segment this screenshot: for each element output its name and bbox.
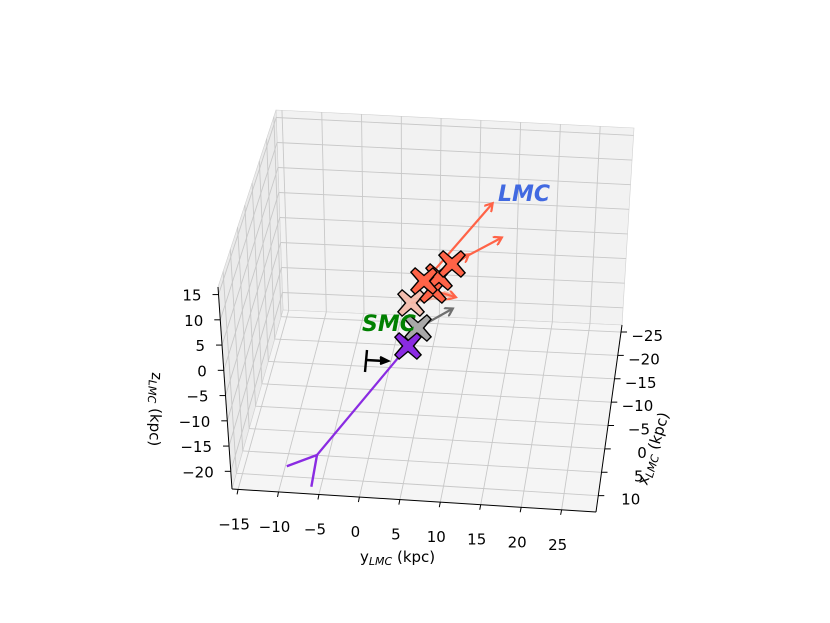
y-tick-mark [357, 496, 360, 503]
grid-line [221, 167, 279, 346]
grid-line [551, 124, 561, 322]
grid-line [219, 142, 278, 320]
grid-line [318, 313, 365, 495]
x-tick-label: −15 [625, 374, 657, 392]
grid-line [321, 112, 327, 312]
y-tick-mark [519, 507, 522, 513]
x-tick-label: 5 [634, 467, 644, 485]
y-tick-label: 25 [548, 536, 567, 554]
y-tick-label: 0 [351, 523, 361, 541]
x-tick-label: 10 [621, 491, 640, 509]
y-tick-label: 20 [508, 533, 527, 551]
grid-line [281, 316, 622, 333]
grid-line [280, 242, 627, 259]
cluster-marker-lmc-2 [437, 249, 467, 279]
z-axis-label: zLMC (kpc) [143, 372, 166, 447]
vector-purple [317, 345, 409, 455]
grid-line [480, 320, 516, 505]
grid-line [228, 267, 282, 447]
grid-line [281, 267, 625, 284]
grid-line [230, 292, 283, 472]
grid-line [225, 217, 281, 396]
axis-lines [217, 286, 623, 513]
cluster-markers [393, 249, 467, 361]
z-tick-label: 15 [182, 287, 201, 305]
grid-line [223, 192, 280, 371]
y-tick-label: −15 [218, 515, 250, 533]
grid-line [218, 117, 277, 295]
y-tick-mark [398, 499, 401, 505]
y-axis-label: yLMC (kpc) [360, 548, 435, 568]
grid-line [277, 167, 631, 186]
y-tick-mark [438, 502, 441, 508]
grid-line [399, 316, 440, 500]
y-tick-label: 5 [391, 526, 401, 544]
x-tick-label: 0 [637, 444, 647, 462]
grid-line [268, 361, 615, 380]
y-tick-label: 15 [467, 531, 486, 549]
x-axis-line [595, 324, 623, 513]
z-tick-label: 0 [197, 362, 207, 380]
y-tick-mark [317, 494, 320, 500]
cluster-marker-purple [393, 331, 423, 361]
cluster-marker-lmc-1 [409, 266, 439, 296]
grid-line [261, 383, 612, 403]
grid-line [237, 310, 290, 490]
y-axis-line [231, 488, 597, 513]
x-tick-label: −20 [628, 350, 660, 368]
label-smc: SMC [362, 312, 416, 337]
grid-line [277, 142, 633, 161]
z-tick-label: 5 [195, 337, 205, 355]
y-tick-mark [560, 509, 563, 515]
grid-line [361, 114, 365, 314]
grid-line [226, 242, 282, 421]
y-tick-label: −5 [304, 520, 326, 538]
y-tick-mark [236, 489, 239, 495]
back-pane [275, 109, 635, 326]
vector-lmc-1 [425, 204, 492, 281]
y-tick-label: 10 [427, 528, 446, 546]
grid-line [276, 117, 634, 136]
y-tick-label: −10 [259, 518, 291, 536]
grid-line [255, 405, 609, 426]
grid-line [439, 318, 478, 503]
x-tick-label: −10 [622, 397, 654, 415]
observer-symbol [363, 349, 391, 373]
grid-line [279, 217, 628, 235]
z-tick-label: −5 [186, 388, 208, 406]
grid-line [514, 122, 522, 321]
y-tick-mark [277, 491, 280, 498]
grid-line [358, 315, 403, 498]
grid-line [520, 321, 553, 508]
grid-line [249, 428, 605, 450]
grid-line [589, 126, 601, 324]
label-lmc: LMC [498, 182, 550, 207]
grid-line [281, 110, 290, 311]
z-tick-label: −20 [182, 463, 214, 481]
z-tick-label: −15 [180, 438, 212, 456]
grid-line [278, 192, 630, 210]
z-tick-label: 10 [184, 312, 203, 330]
x-tick-label: −25 [631, 327, 663, 345]
y-tick-mark [479, 504, 482, 510]
grid-line [561, 323, 591, 510]
x-tick-label: −5 [628, 421, 650, 439]
z-axis-line [217, 286, 233, 490]
tick-labels: −15 −10 −5 0 5 10 15 20 25 −25 −20 −15 −10 −5 0 5 10 15 10… [179, 287, 663, 554]
grid-line [274, 338, 618, 356]
cluster-marker-gray [403, 313, 433, 343]
z-tick-label: −10 [179, 413, 211, 431]
